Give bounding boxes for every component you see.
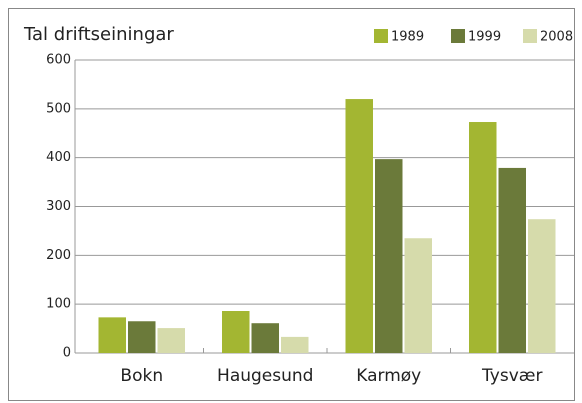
legend-swatch: [523, 29, 537, 43]
y-tick-label: 500: [46, 101, 71, 116]
y-tick-label: 600: [46, 53, 71, 68]
y-tick-label: 100: [46, 297, 71, 312]
legend-label: 2008: [540, 30, 573, 45]
y-tick-label: 400: [46, 150, 71, 165]
x-tick-label: Tysvær: [481, 366, 542, 386]
x-tick-label: Karmøy: [356, 366, 421, 386]
legend-label: 1989: [391, 30, 424, 45]
y-tick-label: 300: [46, 199, 71, 214]
legend-label: 1999: [468, 30, 501, 45]
bar: [128, 321, 156, 353]
bar: [375, 159, 403, 353]
bar: [498, 167, 526, 353]
x-tick-label: Bokn: [120, 366, 163, 386]
chart-title: Tal driftseiningar: [23, 24, 174, 45]
bar: [528, 219, 556, 353]
bar: [98, 317, 126, 353]
bar: [251, 323, 279, 353]
legend-swatch: [374, 29, 388, 43]
legend-swatch: [451, 29, 465, 43]
y-tick-label: 0: [63, 346, 71, 361]
y-tick-label: 200: [46, 248, 71, 263]
chart-frame: [8, 8, 575, 401]
x-tick-label: Haugesund: [217, 366, 313, 386]
bar: [157, 328, 185, 353]
bar: [281, 336, 309, 353]
bar: [222, 311, 250, 353]
bar: [469, 122, 497, 353]
bar: [345, 99, 373, 353]
bar: [404, 238, 432, 353]
